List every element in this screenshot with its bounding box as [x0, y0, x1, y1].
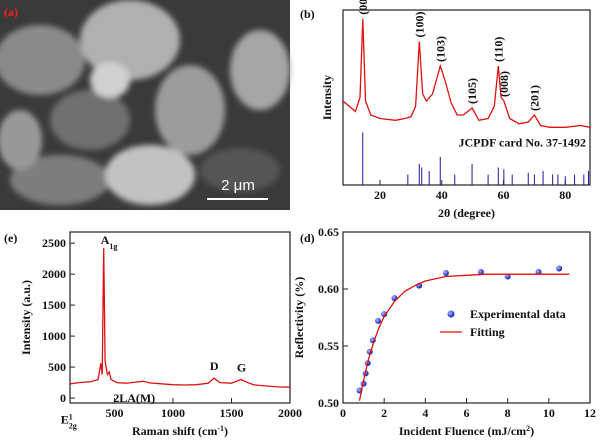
peak-label: (105): [465, 78, 479, 104]
text-part: Raman shift (cm: [132, 424, 217, 438]
text-part: 1g: [109, 242, 117, 251]
x-axis-label: Incident Fluence (mJ/cm2): [399, 424, 534, 439]
y-tick-label: 0.50: [318, 396, 339, 410]
y-tick-label: 0: [60, 391, 66, 405]
peak-label: A1g: [101, 233, 118, 251]
x-tick-label: 2: [381, 406, 387, 420]
text-part: E: [61, 412, 69, 426]
x-tick-label: 10: [543, 406, 555, 420]
peak-label: (008): [497, 71, 511, 97]
x-tick-label: 500: [105, 406, 123, 420]
text-part: G: [237, 360, 246, 374]
x-tick-label: 80: [559, 188, 571, 202]
peak-label: (201): [527, 85, 541, 111]
data-point: [556, 265, 562, 271]
x-tick-label: 20: [374, 188, 386, 202]
text-part: 2LA(M): [113, 391, 155, 405]
x-tick-label: 0: [340, 406, 346, 420]
peak-label: (103): [433, 36, 447, 62]
x-tick-label: 60: [498, 188, 510, 202]
y-axis-label: Reflectivity (%): [292, 277, 306, 359]
y-tick-label: 1000: [42, 329, 66, 343]
panel-label: (e): [4, 231, 17, 245]
data-point: [443, 270, 449, 276]
reference-label: JCPDF card No. 37-1492: [458, 136, 586, 150]
legend-label: Experimental data: [470, 307, 566, 321]
panel-label: (d): [300, 231, 315, 245]
legend-swatch: [448, 311, 455, 318]
text-part: ): [530, 424, 534, 438]
panel-label: (a): [4, 5, 18, 19]
text-part: Incident Fluence (mJ/cm: [399, 424, 526, 438]
text-part: 2g: [69, 421, 77, 430]
x-axis-label: 2θ (degree): [438, 206, 495, 220]
peak-label: (002): [356, 0, 370, 15]
data-line: [343, 19, 590, 128]
y-tick-label: 500: [48, 360, 66, 374]
text-part: ): [224, 424, 228, 438]
peak-label: (100): [412, 12, 426, 38]
y-tick-label: 2000: [42, 267, 66, 281]
legend-label: Fitting: [470, 325, 505, 339]
data-point: [375, 318, 381, 324]
x-axis-label: Raman shift (cm-1): [132, 424, 228, 439]
peak-label: D: [210, 359, 219, 373]
x-tick-label: 6: [464, 406, 470, 420]
y-tick-label: 0.60: [318, 282, 339, 296]
peak-label: G: [237, 360, 246, 374]
x-tick-label: 8: [505, 406, 511, 420]
y-axis-label: Intensity (a.u.): [19, 280, 33, 355]
y-tick-label: 0.65: [318, 225, 339, 239]
y-axis-label: Intensity: [320, 75, 334, 120]
x-tick-label: 12: [584, 406, 596, 420]
y-tick-label: 2500: [42, 236, 66, 250]
peak-label: (110): [491, 37, 505, 62]
figure: 2 μm(a)204060802θ (degree)IntensityJCPDF…: [0, 0, 601, 447]
x-tick-label: 40: [436, 188, 448, 202]
y-tick-label: 1500: [42, 298, 66, 312]
panel-label: (b): [300, 7, 315, 21]
text-part: A: [101, 233, 110, 247]
peak-label: 2LA(M): [113, 391, 155, 405]
text-part: D: [210, 359, 219, 373]
scale-bar-label: 2 μm: [221, 177, 255, 194]
x-tick-label: 2000: [278, 406, 302, 420]
x-tick-label: 1500: [219, 406, 243, 420]
y-tick-label: 0.55: [318, 339, 339, 353]
fit-line: [360, 274, 570, 401]
text-part: 1: [69, 412, 73, 421]
x-tick-label: 1000: [161, 406, 185, 420]
text-part: -1: [217, 424, 224, 433]
x-tick-label: 4: [422, 406, 428, 420]
data-line: [70, 248, 290, 387]
